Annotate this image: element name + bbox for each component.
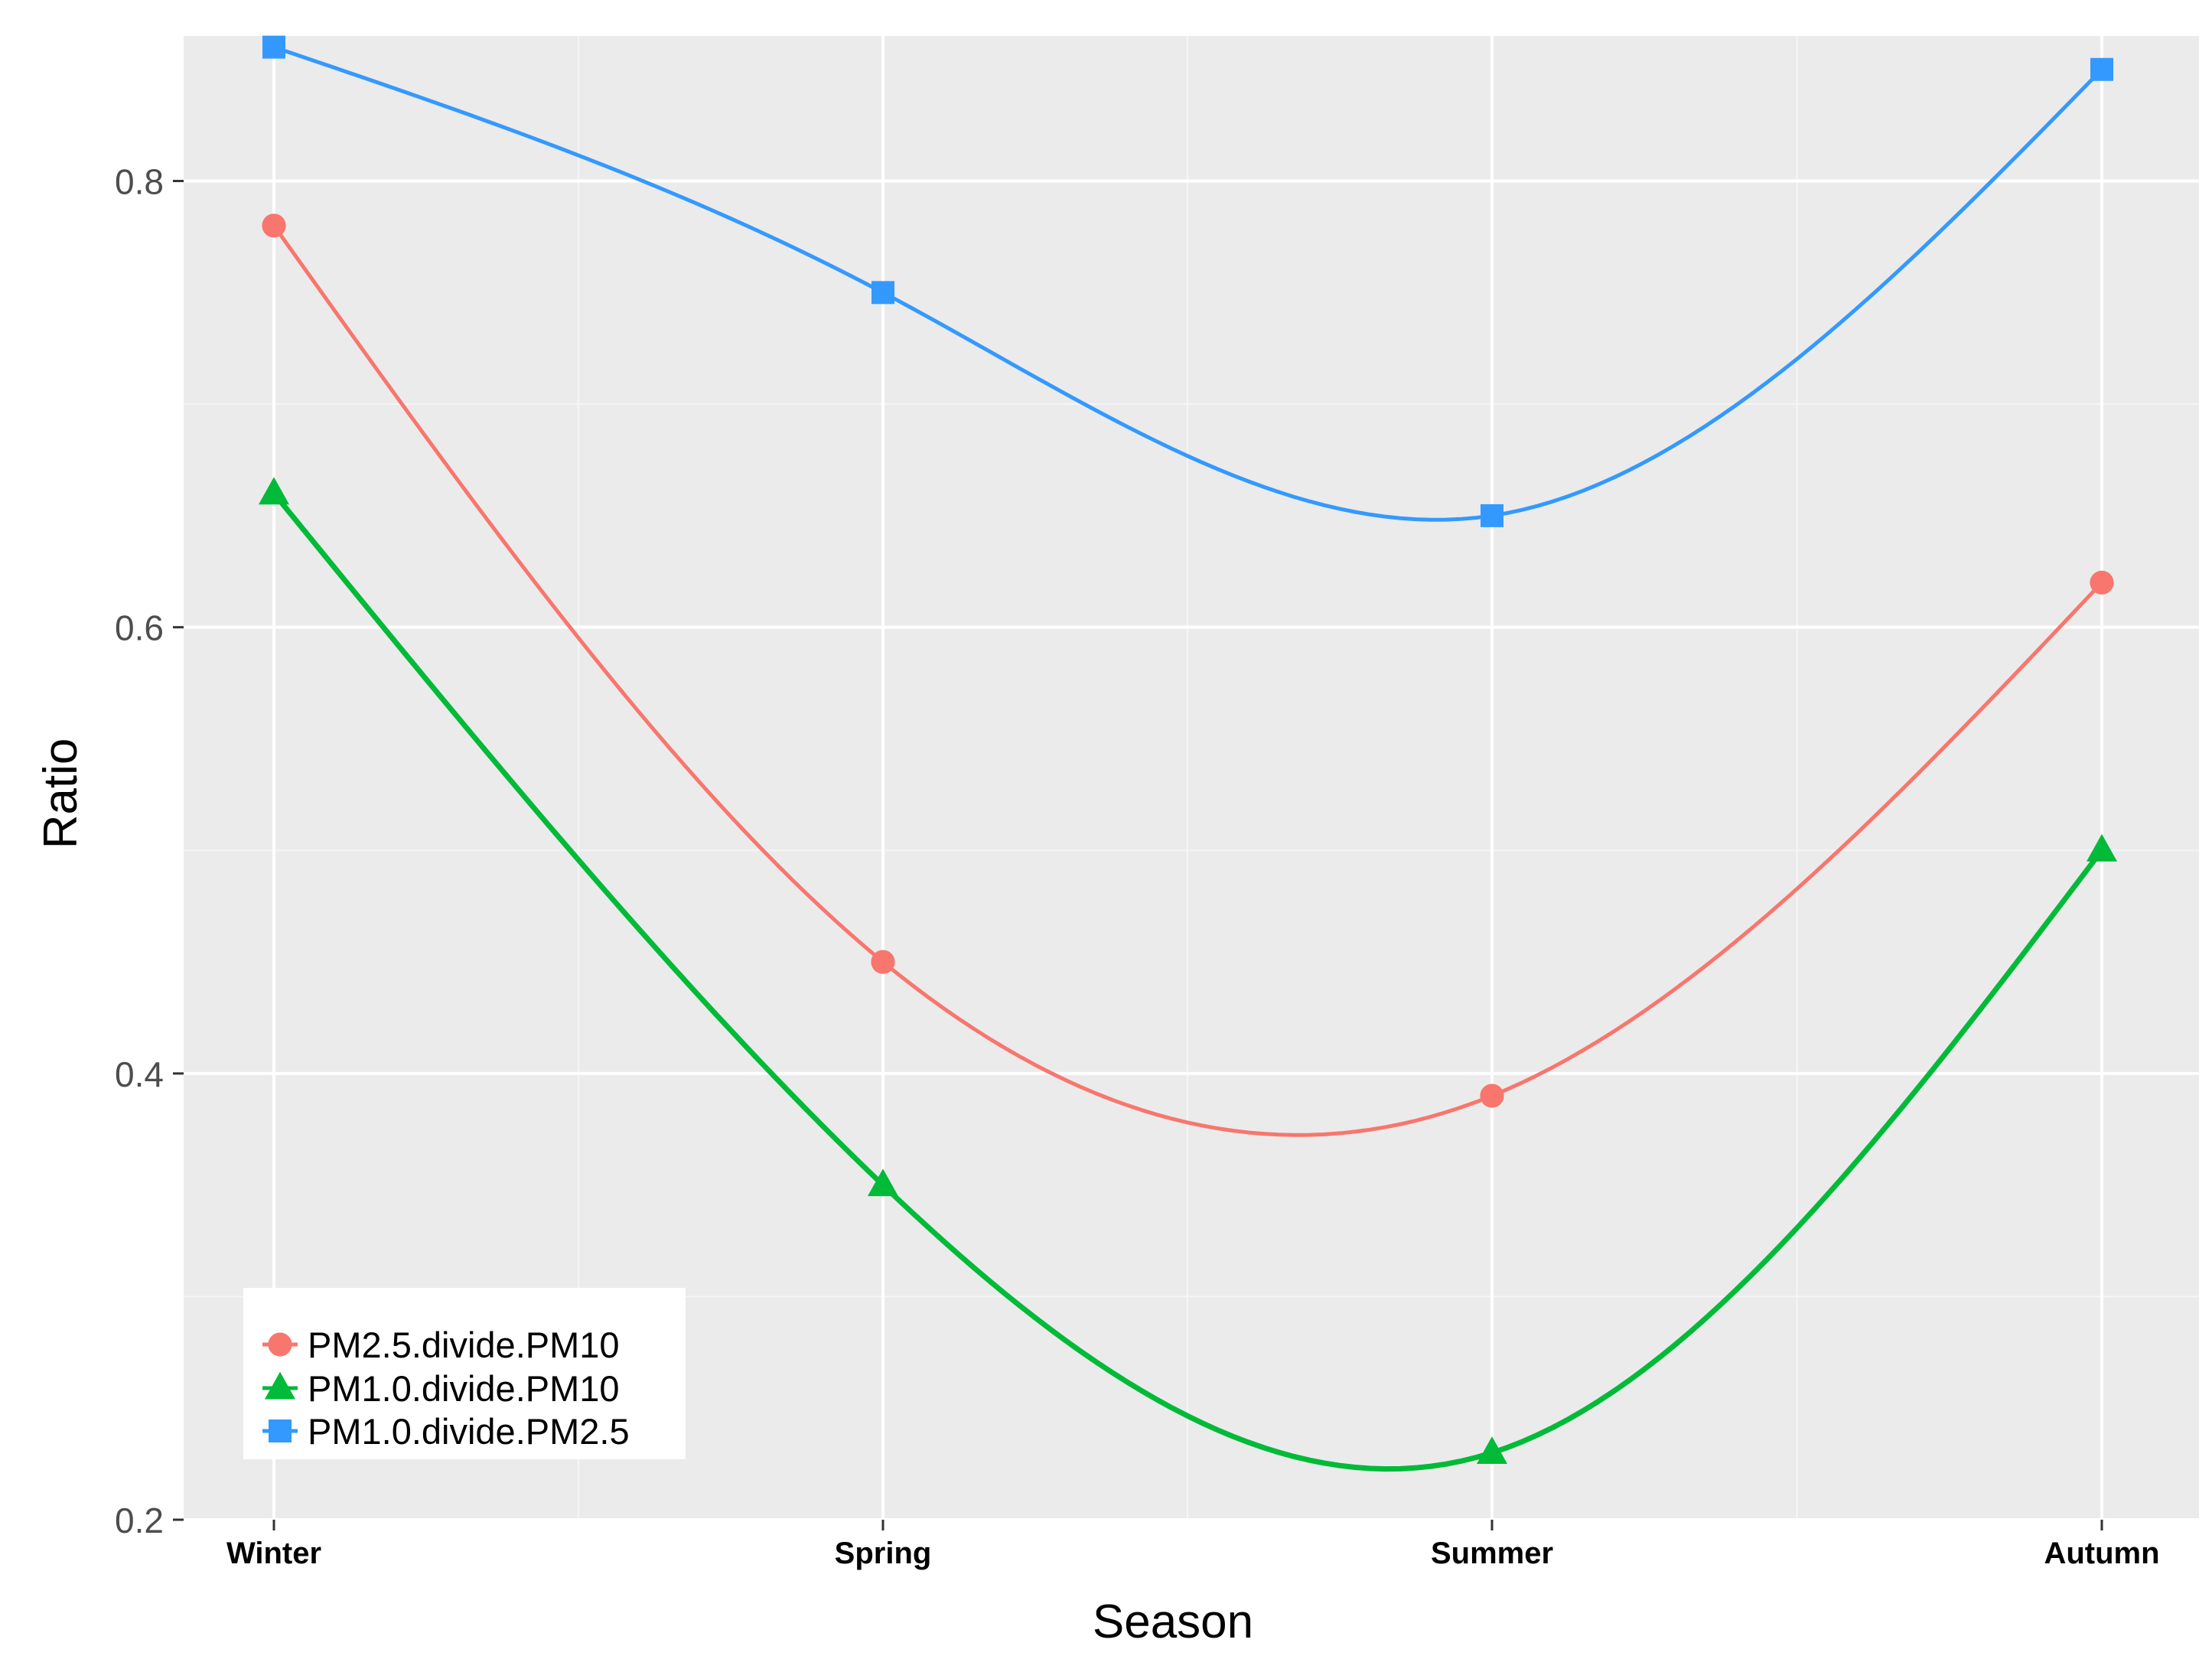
data-point-2 [867, 1168, 899, 1197]
major-grid [184, 36, 2199, 1521]
data-point-3 [1481, 504, 1503, 527]
data-point-2 [1476, 1436, 1508, 1465]
data-point-1 [871, 950, 895, 974]
y-axis-title: Ratio [34, 738, 87, 849]
legend-key-marker [269, 1419, 292, 1442]
legend-label: PM2.5.divide.PM10 [308, 1325, 620, 1365]
series-points [258, 35, 2118, 1465]
data-point-3 [262, 35, 285, 59]
y-tick-label: 0.2 [115, 1501, 164, 1540]
x-axis: Winter Spring Summer Autumn [226, 1520, 2160, 1570]
series-line-2 [272, 491, 2104, 1472]
legend-box [243, 1288, 686, 1459]
data-point-1 [1480, 1084, 1504, 1108]
data-point-3 [871, 281, 894, 305]
plot-panel [184, 36, 2199, 1520]
data-point-2 [258, 477, 290, 505]
series-lines [272, 45, 2104, 1472]
legend-key-marker [264, 1371, 296, 1400]
y-tick-label: 0.4 [115, 1054, 164, 1094]
data-point-3 [2090, 57, 2113, 81]
legend-label: PM1.0.divide.PM10 [308, 1368, 620, 1409]
y-tick-label: 0.8 [115, 162, 164, 202]
legend-label: PM1.0.divide.PM2.5 [308, 1411, 630, 1452]
x-tick-label: Summer [1431, 1537, 1553, 1570]
series-line-3 [273, 45, 2103, 522]
x-tick-label: Autumn [2044, 1537, 2159, 1570]
data-point-1 [262, 213, 286, 238]
x-axis-title: Season [1093, 1595, 1253, 1648]
x-tick-label: Winter [226, 1537, 321, 1570]
x-tick-label: Spring [835, 1537, 932, 1570]
data-point-1 [2090, 570, 2114, 595]
legend: PM2.5.divide.PM10PM1.0.divide.PM10PM1.0.… [243, 1288, 686, 1459]
data-point-2 [2086, 833, 2118, 862]
y-axis: 0.2 0.4 0.6 0.8 [115, 162, 184, 1540]
y-tick-label: 0.6 [115, 608, 164, 648]
legend-key-marker [268, 1332, 292, 1357]
series-line-1 [272, 224, 2103, 1137]
